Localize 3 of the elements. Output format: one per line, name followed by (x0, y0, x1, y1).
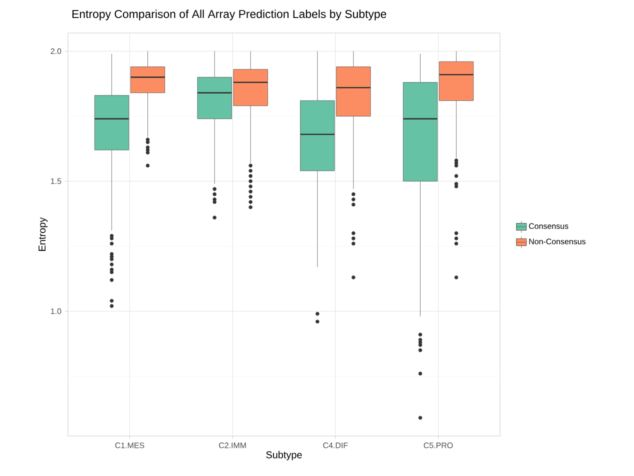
y-axis-title: Entropy (38, 217, 48, 251)
x-axis-title: Subtype (266, 451, 302, 460)
chart-title: Entropy Comparison of All Array Prediction Labels by Subtype (72, 10, 386, 20)
